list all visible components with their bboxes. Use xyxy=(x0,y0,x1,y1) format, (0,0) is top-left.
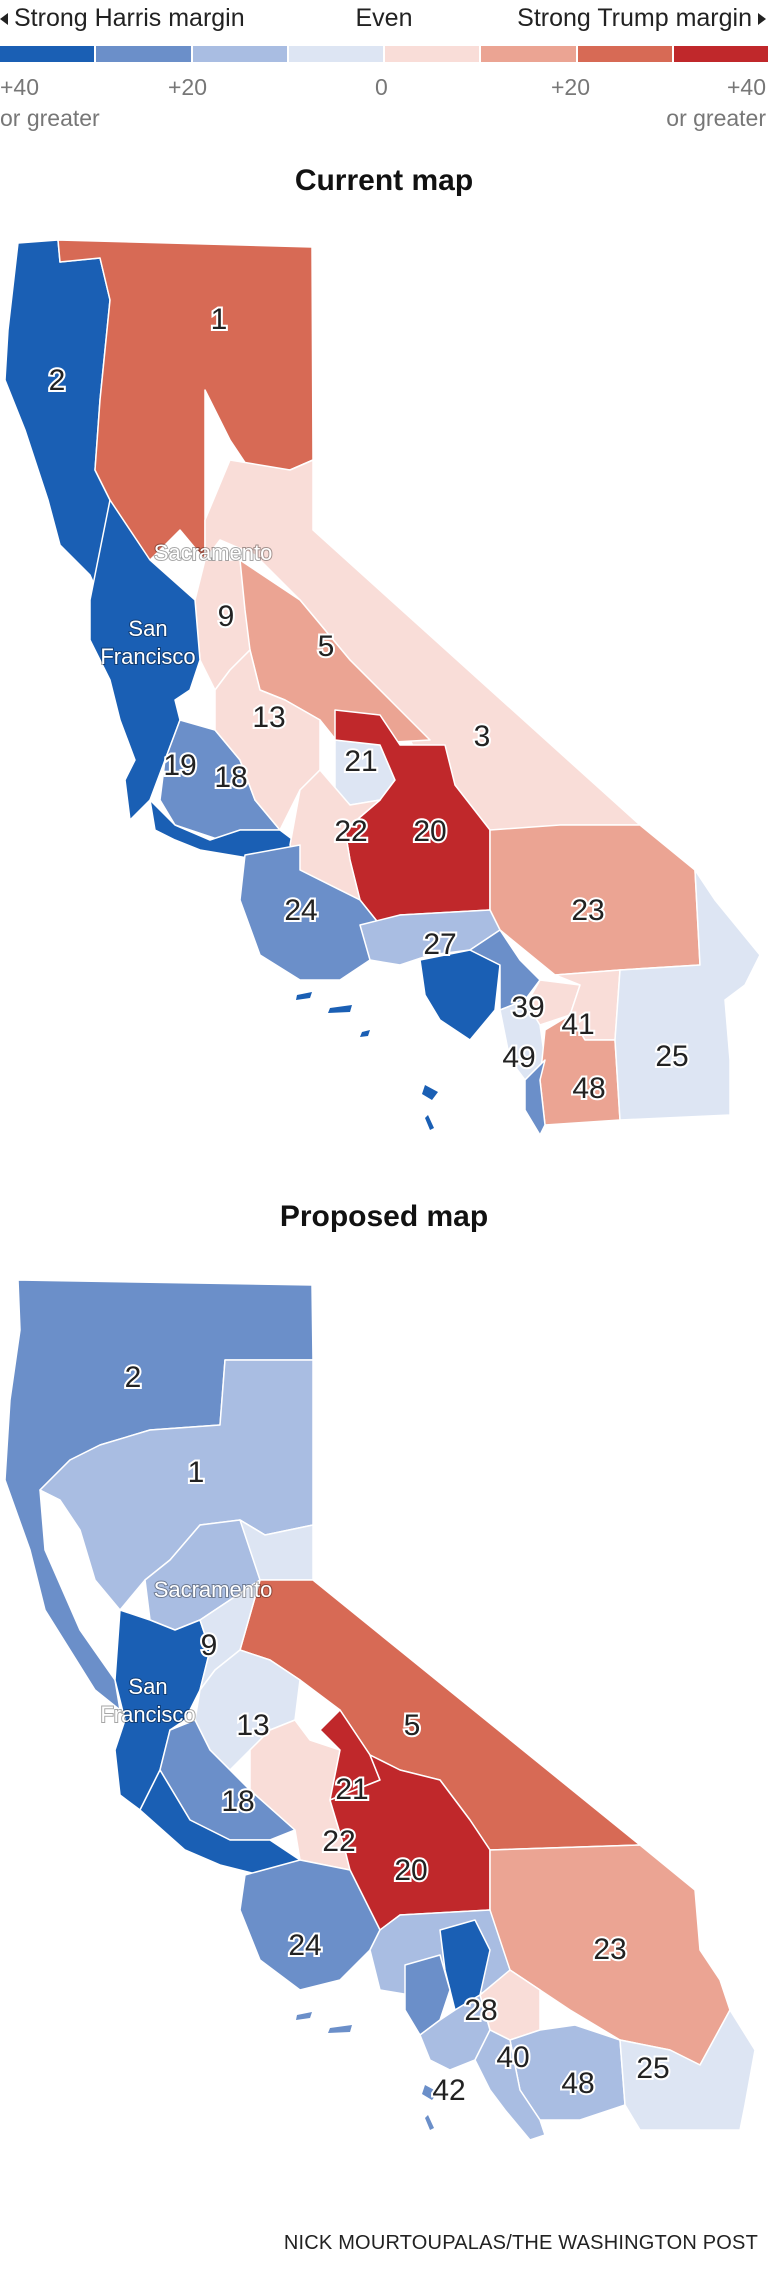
proposed-label-9: 9 xyxy=(201,1629,218,1662)
legend-swatch-harris-30 xyxy=(96,46,191,62)
tick-value: +40 xyxy=(726,74,766,100)
legend-swatch-harris-10 xyxy=(288,46,383,62)
current-label-24: 24 xyxy=(284,894,317,927)
current-label-22: 22 xyxy=(334,815,367,848)
current-label-23: 23 xyxy=(571,894,604,927)
proposed-district-19 xyxy=(139,1769,301,1876)
current-label-20: 20 xyxy=(413,815,446,848)
proposed-label-13: 13 xyxy=(236,1709,269,1742)
legend-tick-trump-40: +40 or greater xyxy=(666,72,766,134)
legend-swatch-trump-10 xyxy=(385,46,480,62)
legend-swatch-trump-30 xyxy=(577,46,672,62)
current-label-1: 1 xyxy=(211,303,228,336)
current-label-5: 5 xyxy=(318,630,335,663)
tick-sub: or greater xyxy=(0,105,100,131)
current-label-2: 2 xyxy=(49,364,66,397)
current-label-18: 18 xyxy=(214,761,247,794)
legend-swatch-trump-20 xyxy=(481,46,576,62)
proposed-island-catalina xyxy=(422,2085,438,2100)
current-city-san: San xyxy=(128,616,167,641)
current-san-diego-districts xyxy=(524,1059,546,1136)
proposed-district-3 xyxy=(239,1519,314,1581)
current-label-27: 27 xyxy=(423,928,456,961)
legend-swatch-trump-40 xyxy=(673,46,768,62)
proposed-island-1 xyxy=(296,2012,312,2020)
proposed-label-21: 21 xyxy=(335,1773,368,1806)
current-district-25 xyxy=(614,869,761,1121)
current-label-39: 39 xyxy=(511,991,544,1024)
current-island-catalina xyxy=(422,1085,438,1100)
current-label-19: 19 xyxy=(163,749,196,782)
proposed-district-24 xyxy=(239,1859,381,1991)
proposed-label-42: 42 xyxy=(432,2074,465,2107)
proposed-label-40: 40 xyxy=(496,2041,529,2074)
current-island-2 xyxy=(328,1005,352,1013)
current-label-21: 21 xyxy=(344,745,377,778)
arrow-right-icon xyxy=(758,13,766,26)
proposed-city-sacramento: Sacramento xyxy=(154,1577,273,1602)
current-label-49: 49 xyxy=(502,1041,535,1074)
current-label-3: 3 xyxy=(474,720,491,753)
source-credit: NICK MOURTOUPALAS/THE WASHINGTON POST xyxy=(283,2232,758,2254)
tick-sub: or greater xyxy=(666,105,766,131)
legend-color-bar xyxy=(0,46,768,62)
proposed-city-francisco: Francisco xyxy=(100,1702,195,1727)
proposed-label-22: 22 xyxy=(322,1825,355,1858)
proposed-label-23: 23 xyxy=(593,1933,626,1966)
proposed-label-18: 18 xyxy=(221,1785,254,1818)
current-label-13: 13 xyxy=(252,701,285,734)
proposed-district-25 xyxy=(619,2009,756,2131)
tick-value: +40 xyxy=(0,74,40,100)
proposed-city-san: San xyxy=(128,1674,167,1699)
current-label-9: 9 xyxy=(218,600,235,633)
current-map-title: Current map xyxy=(294,164,474,197)
proposed-island-clemente xyxy=(425,2115,434,2130)
current-city-sacramento: Sacramento xyxy=(154,540,273,565)
current-la-districts xyxy=(419,949,501,1041)
proposed-map-title: Proposed map xyxy=(279,1200,489,1233)
legend-right-heading: Strong Trump margin xyxy=(517,4,766,33)
current-label-48: 48 xyxy=(572,1072,605,1105)
proposed-label-48: 48 xyxy=(561,2067,594,2100)
proposed-label-24: 24 xyxy=(288,1929,321,1962)
current-label-41: 41 xyxy=(561,1008,594,1041)
current-district-map: 1 2 3 5 9 13 18 19 20 21 22 23 24 25 27 … xyxy=(4,239,761,1136)
current-la-district-belt xyxy=(469,929,541,1011)
proposed-label-5: 5 xyxy=(404,1709,421,1742)
proposed-island-2 xyxy=(328,2025,352,2033)
current-label-25: 25 xyxy=(655,1040,688,1073)
proposed-label-20: 20 xyxy=(394,1854,427,1887)
proposed-district-map: 1 2 5 9 13 18 20 21 22 23 24 25 28 40 42… xyxy=(4,1279,756,2141)
color-legend: Strong Harris margin Even Strong Trump m… xyxy=(0,0,768,140)
current-island-3 xyxy=(360,1030,370,1037)
arrow-left-icon xyxy=(0,13,8,26)
legend-tick-trump-20: +20 xyxy=(551,72,590,103)
current-island-clemente xyxy=(425,1115,434,1130)
proposed-label-25: 25 xyxy=(636,2052,669,2085)
current-city-francisco: Francisco xyxy=(100,644,195,669)
legend-swatch-harris-20 xyxy=(192,46,287,62)
legend-left-heading: Strong Harris margin xyxy=(0,4,245,33)
proposed-san-diego-districts xyxy=(474,2029,546,2141)
proposed-label-2: 2 xyxy=(125,1361,142,1394)
legend-tick-harris-20: +20 xyxy=(168,72,207,103)
current-island-1 xyxy=(296,992,312,1000)
legend-tick-even: 0 xyxy=(375,72,388,103)
tick-value: 0 xyxy=(375,74,388,100)
legend-tick-harris-40: +40 or greater xyxy=(0,72,100,134)
proposed-label-1: 1 xyxy=(188,1456,205,1489)
legend-center-label: Even xyxy=(355,4,413,32)
tick-value: +20 xyxy=(551,74,591,100)
legend-left-label: Strong Harris margin xyxy=(14,4,245,32)
legend-right-label: Strong Trump margin xyxy=(517,4,752,32)
legend-swatch-harris-40 xyxy=(0,46,95,62)
proposed-label-28: 28 xyxy=(464,1994,497,2027)
tick-value: +20 xyxy=(168,74,208,100)
